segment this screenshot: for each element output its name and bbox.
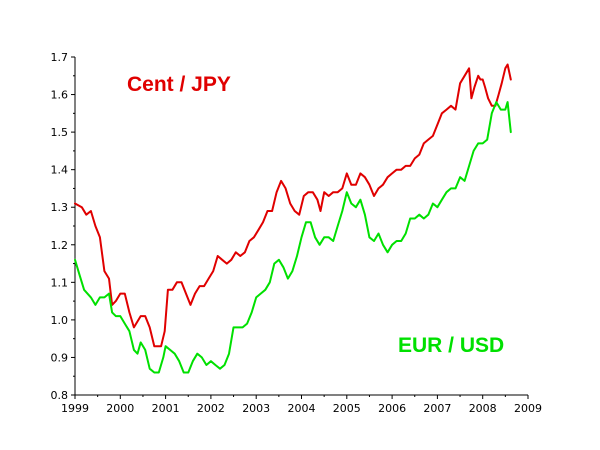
y-tick-label: 1.1 bbox=[51, 276, 69, 289]
x-tick-label: 2004 bbox=[288, 402, 316, 415]
x-tick-label: 2001 bbox=[152, 402, 180, 415]
chart-axes: 0.8 0.9 1.0 1.1 1.2 1.3 1.4 1.5 1.6 1.7 1999 2000 20… bbox=[51, 51, 543, 415]
x-tick-label: 2003 bbox=[242, 402, 270, 415]
series-layer bbox=[74, 63, 512, 374]
x-tick-label: 2009 bbox=[514, 402, 542, 415]
y-tick-label: 0.9 bbox=[51, 351, 69, 364]
x-tick-label: 2000 bbox=[106, 402, 134, 415]
x-tick-label: 2007 bbox=[423, 402, 451, 415]
y-tick-label: 1.0 bbox=[51, 314, 69, 327]
y-tick-label: 1.6 bbox=[51, 89, 69, 102]
series-line-eur-usd bbox=[74, 101, 512, 374]
x-tick-label: 2005 bbox=[333, 402, 361, 415]
series-label-eur-usd: EUR / USD bbox=[398, 334, 504, 357]
y-tick-label: 0.8 bbox=[51, 389, 69, 402]
x-tick-label: 2002 bbox=[197, 402, 225, 415]
x-tick-label: 2006 bbox=[378, 402, 406, 415]
x-tick-label: 1999 bbox=[61, 402, 89, 415]
series-label-cent-jpy: Cent / JPY bbox=[127, 73, 231, 96]
y-tick-label: 1.5 bbox=[51, 126, 69, 139]
series-line-cent-jpy bbox=[74, 63, 512, 348]
y-tick-label: 1.2 bbox=[51, 239, 69, 252]
y-tick-label: 1.7 bbox=[51, 51, 69, 64]
x-tick-label: 2008 bbox=[469, 402, 497, 415]
y-tick-label: 1.4 bbox=[51, 164, 69, 177]
y-tick-label: 1.3 bbox=[51, 201, 69, 214]
